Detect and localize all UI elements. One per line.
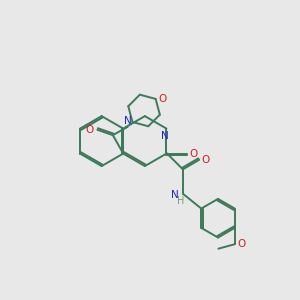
Text: N: N [124,116,132,127]
Text: O: O [86,125,94,135]
Text: H: H [177,196,184,206]
Text: O: O [202,155,210,165]
Text: O: O [158,94,166,104]
Text: N: N [161,131,169,141]
Text: O: O [190,148,198,159]
Text: N: N [171,190,178,200]
Text: O: O [237,239,245,249]
